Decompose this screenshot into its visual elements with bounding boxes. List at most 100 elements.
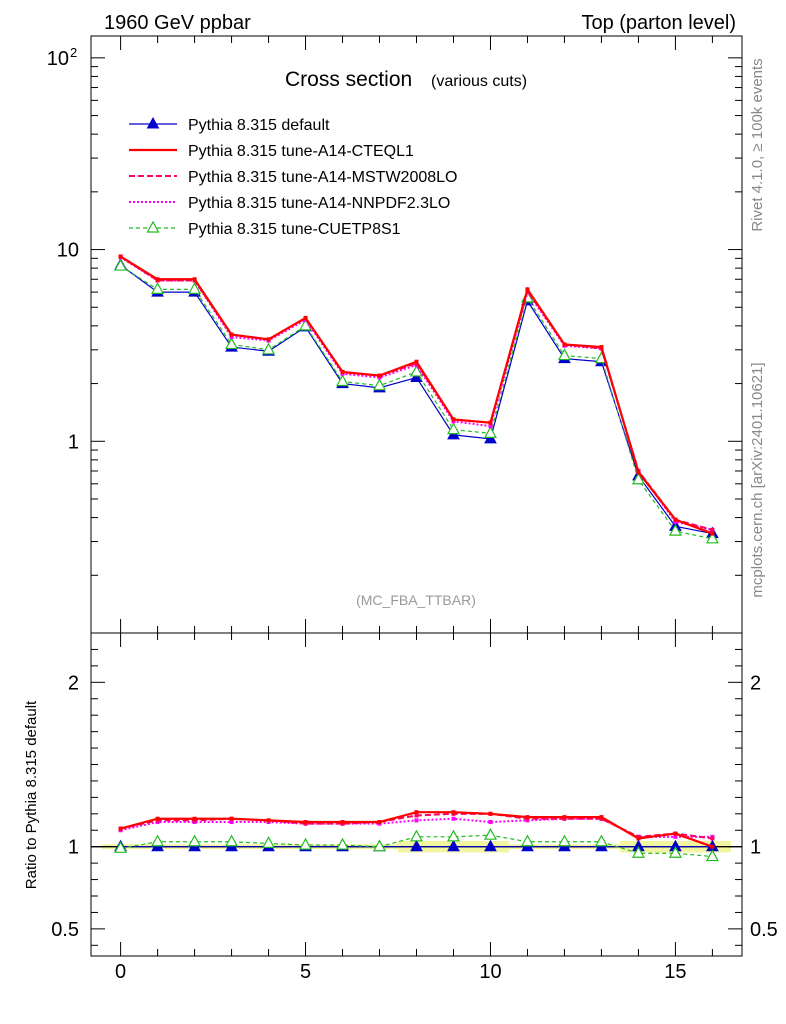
series-1-ratio-point bbox=[636, 836, 641, 841]
series-4-ratio-point bbox=[483, 827, 497, 840]
series-4-line bbox=[120, 265, 713, 540]
series-1-point bbox=[266, 337, 271, 342]
legend-marker-0 bbox=[146, 116, 160, 129]
series-4-ratio-point bbox=[594, 834, 608, 847]
header-right: Top (parton level) bbox=[581, 12, 736, 34]
x-tick-label: 5 bbox=[300, 961, 311, 983]
ratio-y-tick-label-right: 0.5 bbox=[750, 919, 778, 941]
legend-label-0: Pythia 8.315 default bbox=[188, 117, 330, 134]
series-2-ratio-point bbox=[414, 813, 419, 818]
series-4-point bbox=[225, 337, 239, 350]
series-1-ratio-point bbox=[340, 820, 345, 825]
main-y-tick-label: 10 bbox=[57, 240, 79, 262]
series-4-point bbox=[557, 348, 571, 361]
legend: Pythia 8.315 default Pythia 8.315 tune-A1… bbox=[129, 116, 457, 238]
series-4-ratio-point bbox=[446, 829, 461, 842]
series-1-line bbox=[120, 255, 713, 535]
series-1-ratio-point bbox=[377, 820, 382, 825]
series-1-ratio-point bbox=[525, 815, 530, 820]
series-1-point bbox=[118, 254, 123, 259]
main-x-ticks bbox=[120, 36, 713, 633]
series-1-point bbox=[599, 345, 604, 350]
series-4-ratio-point bbox=[262, 836, 276, 849]
series-1-ratio-point bbox=[229, 816, 234, 821]
main-y-tick-label: 1 bbox=[68, 431, 79, 453]
series-1-point bbox=[340, 369, 345, 374]
series-4-point bbox=[446, 422, 461, 435]
series-4-ratio-point bbox=[225, 834, 239, 847]
series-4-ratio-point bbox=[299, 837, 313, 850]
series-4-ratio-point bbox=[557, 834, 571, 847]
ratio-y-tick-label: 2 bbox=[68, 672, 79, 694]
ratio-y-tick-label: 0.5 bbox=[51, 919, 79, 941]
series-4-point bbox=[409, 364, 424, 377]
series-1-ratio-point bbox=[266, 818, 271, 823]
series-0-ratio-point bbox=[484, 839, 497, 852]
series-3-point bbox=[488, 424, 493, 429]
series-2-line bbox=[120, 255, 713, 531]
series-1-ratio-point bbox=[488, 811, 493, 816]
series-4-ratio-point bbox=[705, 849, 719, 862]
ratio-y-tick-label-right: 1 bbox=[750, 837, 761, 859]
series-1-point bbox=[192, 277, 197, 282]
series-2-point bbox=[710, 527, 715, 532]
series-4-point bbox=[336, 374, 350, 387]
series-1-point bbox=[636, 470, 641, 475]
series-4-ratio-point bbox=[372, 839, 387, 852]
series-3-ratio-point bbox=[451, 816, 456, 821]
chart-subtitle: (various cuts) bbox=[431, 73, 527, 90]
header-left: 1960 GeV ppbar bbox=[104, 12, 251, 34]
chart-title: Cross section bbox=[285, 68, 412, 91]
series-3-point bbox=[229, 334, 234, 339]
main-series bbox=[114, 254, 719, 544]
series-4-point bbox=[705, 531, 719, 544]
series-1-ratio-point bbox=[414, 810, 419, 815]
series-0-ratio-point bbox=[410, 839, 423, 852]
series-1-point bbox=[525, 287, 530, 292]
series-4-point bbox=[668, 523, 682, 536]
series-4-point bbox=[188, 282, 202, 294]
series-1-ratio-point bbox=[673, 831, 678, 836]
series-1-ratio-point bbox=[303, 820, 308, 825]
ratio-x-ticks: 0 5 10 15 bbox=[115, 633, 713, 983]
legend-label-4: Pythia 8.315 tune-CUETP8S1 bbox=[188, 221, 401, 238]
series-1-point bbox=[451, 417, 456, 422]
watermark-label: (MC_FBA_TTBAR) bbox=[356, 592, 476, 608]
series-1-point bbox=[673, 517, 678, 522]
series-4-ratio-point bbox=[668, 846, 682, 858]
series-0-ratio-point bbox=[447, 839, 460, 852]
series-2-ratio-point bbox=[710, 836, 715, 841]
series-1-point bbox=[155, 277, 160, 282]
series-4-ratio-point bbox=[520, 834, 534, 847]
series-3-ratio-point bbox=[229, 820, 234, 825]
series-1-point bbox=[229, 332, 234, 337]
ratio-series bbox=[114, 810, 719, 862]
series-3-ratio-point bbox=[414, 818, 419, 823]
series-0-line bbox=[120, 264, 713, 535]
series-4-point bbox=[151, 282, 165, 294]
series-4-point bbox=[483, 426, 497, 438]
series-3-ratio-point bbox=[673, 834, 678, 839]
series-4-ratio-point bbox=[151, 834, 165, 847]
series-1-point bbox=[710, 531, 715, 536]
series-4-ratio-point bbox=[114, 841, 128, 853]
x-tick-label: 10 bbox=[479, 961, 501, 983]
series-1-point bbox=[303, 315, 308, 320]
series-1-ratio-point bbox=[451, 810, 456, 815]
legend-marker-4 bbox=[146, 220, 160, 233]
series-4-ratio-point bbox=[336, 837, 350, 850]
legend-label-3: Pythia 8.315 tune-A14-NNPDF2.3LO bbox=[188, 195, 450, 212]
series-1-point bbox=[562, 342, 567, 347]
series-4-point bbox=[114, 258, 128, 271]
series-1-point bbox=[488, 420, 493, 425]
series-1-ratio-point bbox=[118, 826, 123, 831]
ratio-frame bbox=[90, 632, 743, 957]
series-1-ratio-point bbox=[562, 815, 567, 820]
legend-label-2: Pythia 8.315 tune-A14-MSTW2008LO bbox=[188, 169, 457, 186]
x-tick-label: 0 bbox=[115, 961, 126, 983]
main-y-tick-label: 10 bbox=[47, 48, 69, 70]
series-4-point bbox=[631, 472, 645, 485]
main-y-tick-exponent: 2 bbox=[70, 45, 77, 60]
